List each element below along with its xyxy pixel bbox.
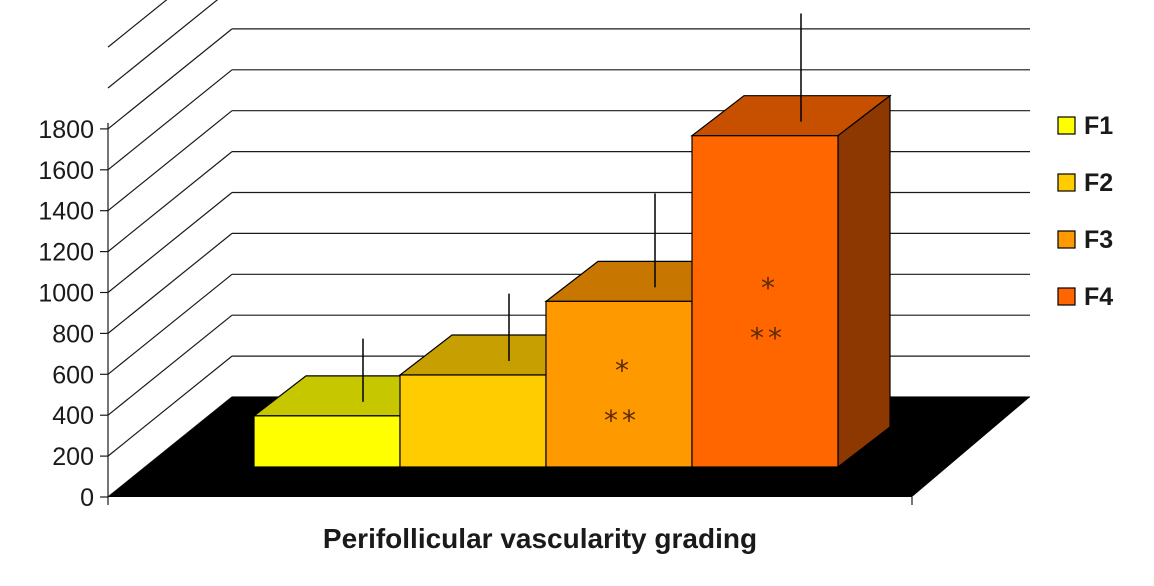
side-gridline	[107, 192, 233, 293]
legend-swatch	[1057, 173, 1076, 192]
bar-front-face	[399, 374, 547, 468]
legend-item-f2: F2	[1057, 169, 1113, 197]
bars: ******	[252, 13, 892, 469]
legend-item-f1: F1	[1057, 112, 1113, 140]
bar-f4: ***	[690, 13, 892, 469]
bar-side-face	[837, 94, 891, 469]
side-gridline	[107, 355, 233, 457]
side-gridline	[107, 232, 233, 334]
bar-front-face	[545, 300, 693, 468]
legend-label: F3	[1084, 226, 1113, 254]
side-gridline	[107, 69, 233, 171]
side-gridline	[107, 0, 168, 48]
legend-label: F2	[1084, 169, 1113, 197]
legend: F1 F2 F3 F4	[1057, 112, 1113, 311]
legend-label: F1	[1084, 112, 1113, 140]
side-gridline	[107, 314, 233, 416]
bar-front-face	[253, 415, 401, 468]
y-tick-label: 1800	[38, 116, 94, 144]
y-tick-label: 1600	[38, 157, 94, 185]
legend-item-f3: F3	[1057, 226, 1113, 254]
y-tick-label: 600	[52, 361, 94, 389]
legend-swatch	[1057, 116, 1076, 135]
side-gridline	[107, 151, 233, 253]
y-tick-label: 1200	[38, 239, 94, 267]
bar-front-face	[691, 135, 839, 468]
significance-single: *	[761, 271, 775, 304]
y-tick-label: 1400	[38, 198, 94, 226]
bar-f2	[398, 293, 600, 468]
significance-double: **	[750, 321, 786, 354]
y-tick-label: 1000	[38, 280, 94, 308]
legend-item-f4: F4	[1057, 283, 1113, 311]
side-gridline	[107, 28, 233, 130]
legend-swatch	[1057, 287, 1076, 306]
x-axis-label: Perifollicular vascularity grading	[323, 523, 757, 554]
y-tick-label: 800	[52, 320, 94, 348]
legend-label: F4	[1084, 283, 1113, 311]
legend-swatch	[1057, 230, 1076, 249]
side-gridline	[107, 0, 219, 89]
side-gridline	[107, 110, 233, 212]
y-axis: 0 200 400 600 800 1000 1200 1400 1600 1800	[38, 116, 913, 512]
y-tick-label: 0	[80, 484, 94, 512]
y-tick-label: 200	[52, 443, 94, 471]
significance-double: **	[604, 404, 640, 437]
y-tick-label: 400	[52, 402, 94, 430]
side-gridline	[107, 273, 233, 375]
significance-single: *	[615, 354, 629, 387]
